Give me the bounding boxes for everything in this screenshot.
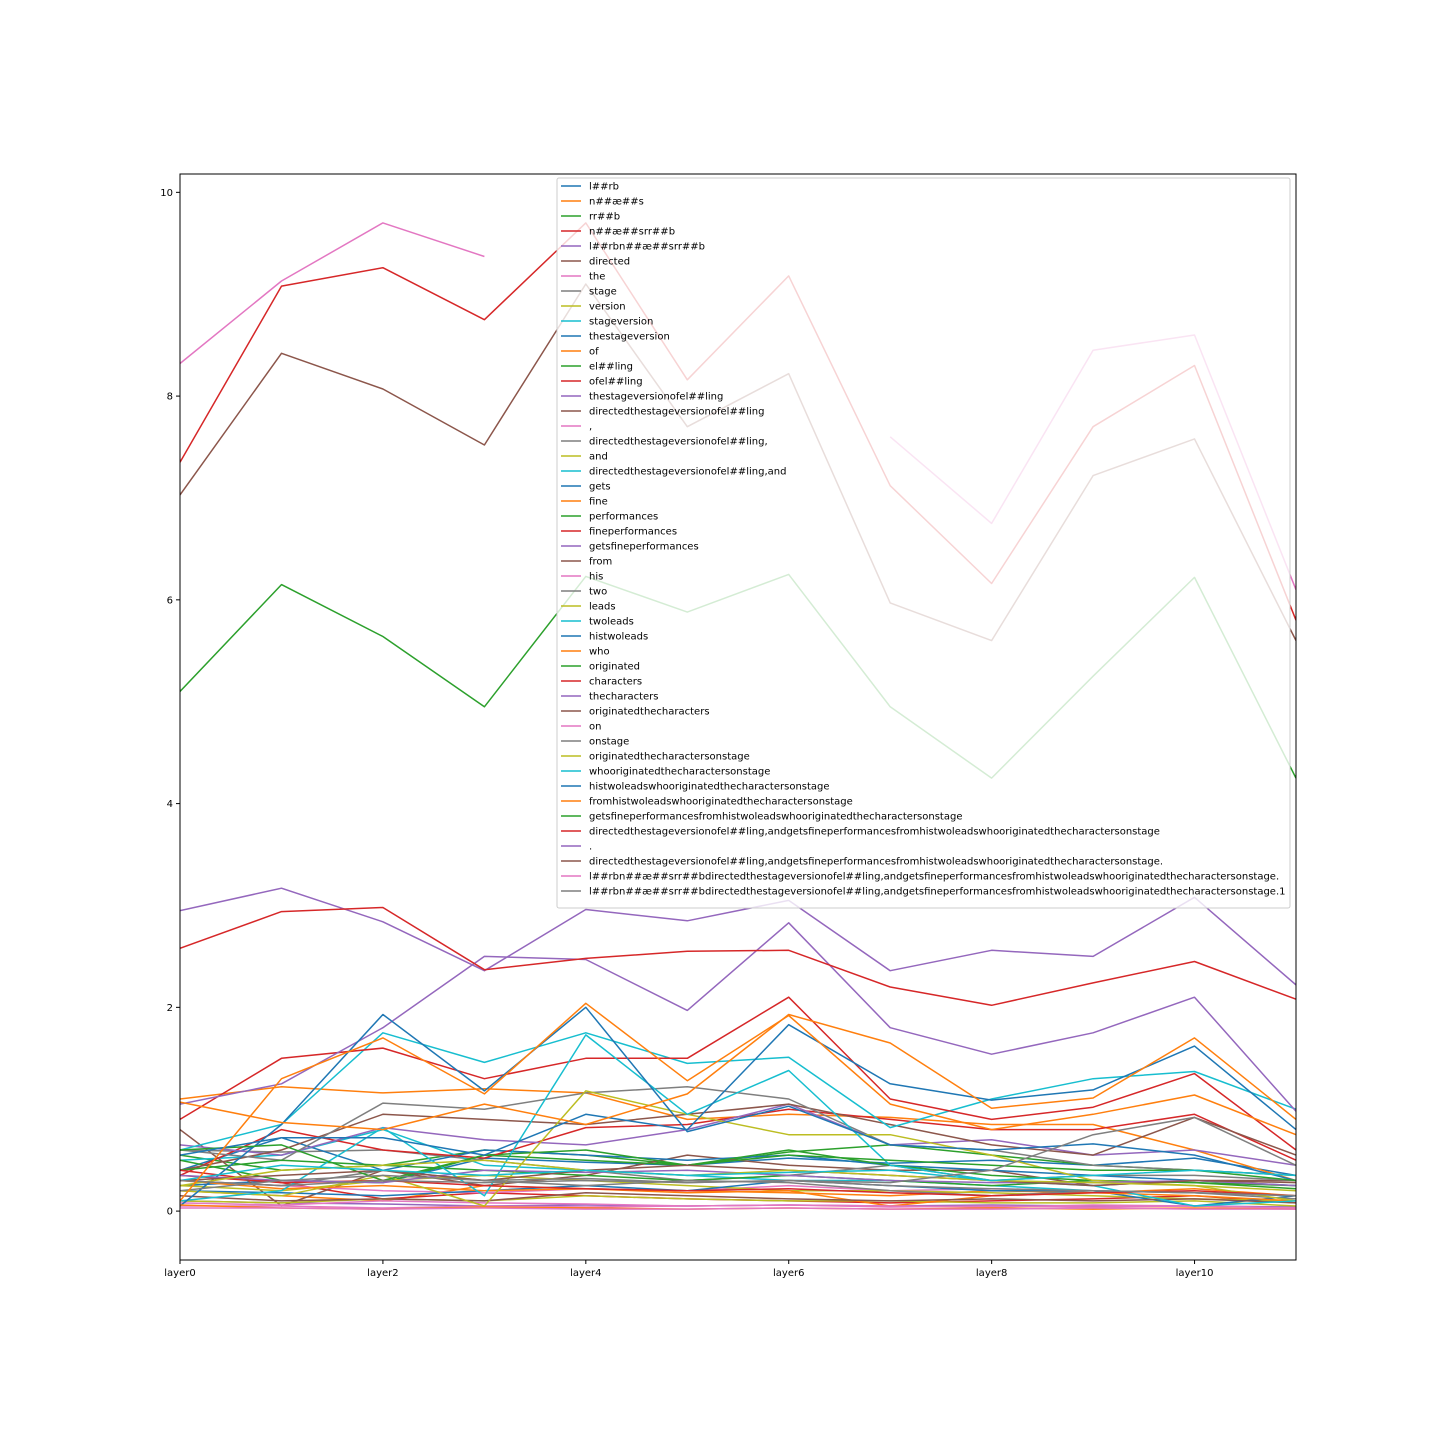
legend-label: and [589,452,608,463]
legend-label: directed [589,257,630,268]
y-tick-label: 4 [167,799,173,810]
series-line-21 [180,1179,1296,1207]
series-line-24 [180,922,1296,1112]
series-line-36 [180,1207,1296,1210]
legend-label: histwoleadswhooriginatedthecharactersons… [589,782,830,793]
x-tick-label: layer4 [570,1268,601,1279]
legend-label: performances [589,512,658,523]
y-tick-label: 0 [167,1207,173,1218]
legend-label: thestageversion [589,332,670,343]
legend-label: l##rbn##æ##srr##bdirectedthestageversion… [589,887,1286,898]
legend-label: fromhistwoleadswhooriginatedthecharacter… [589,797,853,808]
legend-label: el##ling [589,362,633,373]
legend-label: getsfineperformances [589,542,699,553]
legend-label: fineperformances [589,527,677,538]
legend-label: directedthestageversionofel##ling, [589,437,768,448]
x-tick-label: layer6 [773,1268,804,1279]
legend-label: onstage [589,737,629,748]
legend-label: stage [589,287,617,298]
y-tick-label: 10 [160,188,173,199]
y-tick-label: 2 [167,1003,173,1014]
plot-frame [179,173,1297,1261]
x-tick-label: layer2 [367,1268,398,1279]
series-line-44 [180,887,1296,986]
series-line-39 [180,1164,1296,1182]
legend-label: who [589,647,610,658]
legend-label: histwoleads [589,632,648,643]
series-line-26 [180,1200,1296,1209]
legend-label: originated [589,662,640,673]
legend-label: n##æ##srr##b [589,227,675,238]
legend-label: stageversion [589,317,653,328]
legend-label: directedthestageversionofel##ling,andget… [589,827,1160,838]
series-line-23 [180,996,1296,1151]
legend-label: l##rbn##æ##srr##bdirectedthestageversion… [589,872,1279,883]
legend-label: . [589,842,592,853]
series-line-49 [180,1002,1296,1202]
series-line-48 [180,906,1296,1007]
legend-label: two [589,587,607,598]
x-axis: layer0 layer2 layer4 layer6 layer8 layer10 [164,1260,1213,1279]
series-line-40 [180,1023,1296,1156]
x-tick-label: layer0 [164,1268,195,1279]
legend: l##rbn##æ##srr##bn##æ##srr##bl##rbn##æ##… [556,177,1291,909]
legend-label: his [589,572,603,583]
y-tick-label: 8 [167,392,173,403]
series-line-47 [180,1116,1296,1187]
x-tick-label: layer10 [1176,1268,1214,1279]
legend-label: version [589,302,626,313]
series-line-35 [180,1164,1296,1187]
legend-label: getsfineperformancesfromhistwoleadswhoor… [589,812,962,823]
legend-label: rr##b [589,212,620,223]
y-axis: 0 2 4 6 8 10 [160,188,180,1218]
series-line-19 [180,1032,1296,1151]
legend-label: ofel##ling [589,377,643,388]
legend-label: originatedthecharacters [589,707,710,718]
series-line-28 [180,1090,1296,1207]
legend-label: directedthestageversionofel##ling,and [589,467,786,478]
series-line-15 [180,1103,1296,1172]
legend-label: , [589,422,592,433]
legend-label: of [589,347,599,358]
legend-label: l##rbn##æ##srr##b [589,242,705,253]
series-line-32 [180,1144,1296,1182]
x-tick-label: layer8 [976,1268,1007,1279]
legend-label: fine [589,497,608,508]
series-line-14 [180,1103,1296,1167]
legend-label: the [589,272,605,283]
series-line-25 [180,1192,1296,1204]
legend-label: n##æ##s [589,197,644,208]
legend-label: directedthestageversionofel##ling,andget… [589,857,1163,868]
legend-label: whooriginatedthecharactersonstage [589,767,770,778]
legend-label: directedthestageversionofel##ling [589,407,764,418]
legend-label: gets [589,482,611,493]
legend-label: characters [589,677,642,688]
legend-label: thecharacters [589,692,659,703]
legend-label: l##rb [589,182,619,193]
legend-label: on [589,722,601,733]
legend-label: leads [589,602,616,613]
y-tick-label: 6 [167,595,173,606]
legend-label: originatedthecharactersonstage [589,752,750,763]
series-line-38 [180,1159,1296,1192]
legend-label: from [589,557,612,568]
legend-box [556,177,1291,909]
series-line-41 [180,1013,1296,1131]
series-line-30 [180,1006,1296,1207]
legend-label: twoleads [589,617,634,628]
legend-label: thestageversionofel##ling [589,392,723,403]
